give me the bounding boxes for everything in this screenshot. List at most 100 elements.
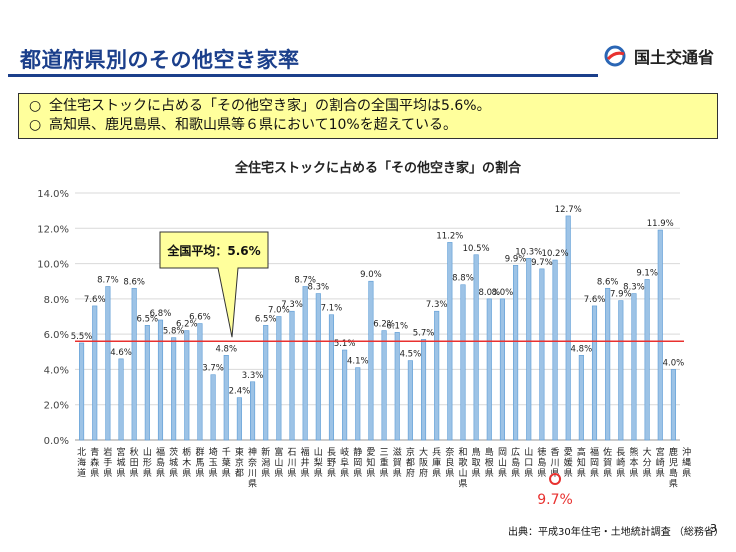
x-category-label: 長崎県 xyxy=(616,447,625,479)
x-category-label: 滋賀県 xyxy=(393,446,402,479)
x-category-label: 高知県 xyxy=(577,446,586,479)
x-category-label: 広島県 xyxy=(511,446,520,479)
x-category-label: 宮崎県 xyxy=(656,446,665,479)
x-category-label: 福岡県 xyxy=(590,446,599,479)
bar-value-label: 5.7% xyxy=(413,328,435,338)
bar-value-label: 5.1% xyxy=(334,339,356,349)
x-category-label: 大阪府 xyxy=(419,446,428,479)
bar xyxy=(394,332,400,441)
bar xyxy=(631,293,637,441)
bar-value-label: 4.6% xyxy=(110,348,132,358)
bar-value-label: 8.6% xyxy=(597,277,619,287)
bar-value-label: 7.6% xyxy=(584,295,606,305)
x-category-label: 大分県 xyxy=(643,446,652,479)
x-category-label: 山形県 xyxy=(143,447,152,479)
x-category-label: 三重県 xyxy=(380,448,389,479)
bar-value-label: 6.2% xyxy=(176,320,198,330)
bar xyxy=(184,330,190,441)
x-category-label: 埼玉県 xyxy=(209,446,218,479)
summary-text-1: 全住宅ストックに占める「その他空き家」の割合の全国平均は5.6%。 xyxy=(49,98,491,114)
bar xyxy=(302,286,308,441)
bar-value-label: 9.1% xyxy=(636,268,658,278)
y-tick-label: 8.0% xyxy=(44,295,69,306)
bar-value-label: 8.6% xyxy=(123,277,145,287)
page-number: 3 xyxy=(710,522,717,535)
bar xyxy=(381,330,387,441)
bar-value-label: 8.0% xyxy=(478,288,500,298)
y-tick-label: 2.0% xyxy=(44,401,69,412)
bar-value-label: 5.8% xyxy=(163,327,185,337)
bar xyxy=(644,279,650,441)
bar-value-label: 4.8% xyxy=(215,344,237,354)
bar-value-label: 9.0% xyxy=(360,270,382,280)
bar xyxy=(171,337,177,441)
bar xyxy=(118,358,124,441)
mlit-logo: 国土交通省 xyxy=(604,44,714,68)
bar-value-label: 8.3% xyxy=(623,283,645,293)
bar xyxy=(565,215,571,441)
y-tick-label: 14.0% xyxy=(37,189,69,200)
bar xyxy=(144,325,150,441)
y-tick-label: 6.0% xyxy=(44,330,69,341)
summary-callout: ○ 全住宅ストックに占める「その他空き家」の割合の全国平均は5.6%。 ○ 高知… xyxy=(18,93,718,139)
bar xyxy=(197,323,203,441)
x-category-label: 岡山県 xyxy=(498,447,507,479)
bar xyxy=(486,298,492,441)
bar xyxy=(223,355,229,441)
x-category-label: 宮城県 xyxy=(117,446,126,479)
bar xyxy=(79,342,85,441)
x-category-label: 静岡県 xyxy=(353,446,362,479)
summary-text-2: 高知県、鹿児島県、和歌山県等６県において10%を超えている。 xyxy=(49,117,457,133)
logo-text: 国土交通省 xyxy=(634,48,715,67)
mlit-emblem-icon xyxy=(604,45,626,67)
bar-value-label: 7.6% xyxy=(84,295,106,305)
bar xyxy=(473,254,479,441)
x-category-label: 青森県 xyxy=(90,446,99,479)
bar xyxy=(420,339,427,441)
x-category-label: 栃木県 xyxy=(182,446,191,479)
x-category-label: 群馬県 xyxy=(195,446,204,479)
bar-value-label: 10.5% xyxy=(463,244,490,254)
bar-value-label: 11.2% xyxy=(436,231,463,241)
bar xyxy=(210,374,216,441)
bar xyxy=(315,293,321,441)
bar-value-label: 8.8% xyxy=(452,274,474,284)
bar-value-label: 8.7% xyxy=(294,276,316,286)
bar xyxy=(342,349,348,441)
bar xyxy=(289,310,295,441)
bar-value-label: 3.7% xyxy=(202,364,224,374)
bar-value-label: 7.1% xyxy=(321,304,343,314)
bar xyxy=(670,369,676,441)
bar xyxy=(460,284,466,441)
bar xyxy=(539,268,545,441)
x-category-label: 北海道 xyxy=(77,447,86,479)
bar xyxy=(526,257,532,441)
x-category-label: 愛知県 xyxy=(366,446,375,479)
x-category-label: 徳島県 xyxy=(537,446,546,479)
bar xyxy=(407,360,413,441)
slide-title: 都道府県別のその他空き家率 xyxy=(20,48,300,72)
bar-value-label: 7.3% xyxy=(426,300,448,310)
x-category-label: 山口県 xyxy=(524,447,533,479)
bar-value-label: 4.8% xyxy=(571,344,593,354)
bar-value-label: 6.2% xyxy=(373,320,395,330)
bar-value-label: 6.6% xyxy=(189,313,211,323)
bar-value-label: 7.0% xyxy=(268,306,290,316)
bar xyxy=(368,280,374,441)
bar-value-label: 6.1% xyxy=(386,321,408,331)
bar-value-label: 10.3% xyxy=(515,247,542,257)
summary-bullet: ○ 高知県、鹿児島県、和歌山県等６県において10%を超えている。 xyxy=(29,116,707,135)
x-category-label: 愛媛県 xyxy=(564,446,573,479)
highlight-marker xyxy=(549,473,562,485)
x-category-label: 福島県 xyxy=(156,446,165,479)
y-tick-label: 0.0% xyxy=(44,436,69,447)
slide-header: 都道府県別のその他空き家率 国土交通省 xyxy=(0,40,736,78)
bar xyxy=(263,325,269,441)
bar xyxy=(618,300,624,441)
average-callout-box xyxy=(159,231,269,338)
bar-value-label: 8.3% xyxy=(308,283,330,293)
bar-value-label: 4.0% xyxy=(663,358,685,368)
bar-value-label: 4.5% xyxy=(400,350,422,360)
